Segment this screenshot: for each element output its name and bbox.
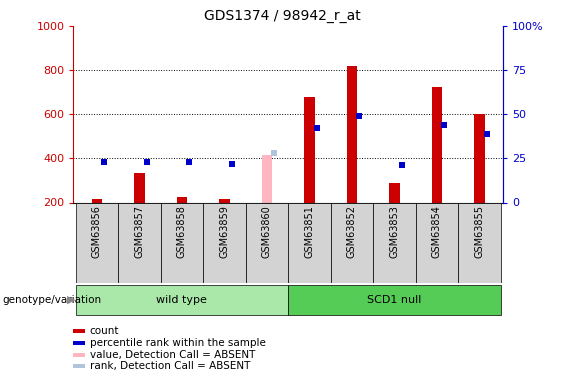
Bar <box>432 87 442 202</box>
FancyBboxPatch shape <box>373 202 416 283</box>
Text: GSM63851: GSM63851 <box>305 205 314 258</box>
Text: SCD1 null: SCD1 null <box>367 295 421 305</box>
FancyBboxPatch shape <box>118 202 160 283</box>
FancyBboxPatch shape <box>76 202 118 283</box>
Text: GSM63854: GSM63854 <box>432 205 442 258</box>
Text: GSM63857: GSM63857 <box>134 205 144 258</box>
FancyBboxPatch shape <box>203 202 246 283</box>
FancyBboxPatch shape <box>246 202 288 283</box>
Bar <box>346 66 357 203</box>
Text: rank, Detection Call = ABSENT: rank, Detection Call = ABSENT <box>90 362 250 371</box>
Text: GSM63853: GSM63853 <box>389 205 399 258</box>
FancyBboxPatch shape <box>76 285 288 315</box>
Text: percentile rank within the sample: percentile rank within the sample <box>90 338 266 348</box>
Bar <box>73 341 85 345</box>
Bar <box>176 197 187 202</box>
Bar <box>73 364 85 368</box>
FancyBboxPatch shape <box>331 202 373 283</box>
Text: GSM63859: GSM63859 <box>219 205 229 258</box>
Text: GDS1374 / 98942_r_at: GDS1374 / 98942_r_at <box>204 9 361 23</box>
Text: value, Detection Call = ABSENT: value, Detection Call = ABSENT <box>90 350 255 360</box>
Text: ▶: ▶ <box>67 295 75 305</box>
Bar <box>92 199 102 202</box>
FancyBboxPatch shape <box>416 202 458 283</box>
Bar <box>474 114 485 202</box>
Bar <box>73 329 85 333</box>
Text: wild type: wild type <box>157 295 207 305</box>
Text: GSM63858: GSM63858 <box>177 205 187 258</box>
Text: genotype/variation: genotype/variation <box>3 295 102 305</box>
FancyBboxPatch shape <box>288 285 501 315</box>
Text: count: count <box>90 326 119 336</box>
Bar <box>304 97 315 202</box>
Text: GSM63860: GSM63860 <box>262 205 272 258</box>
Text: GSM63856: GSM63856 <box>92 205 102 258</box>
Bar <box>389 183 400 203</box>
FancyBboxPatch shape <box>160 202 203 283</box>
FancyBboxPatch shape <box>288 202 331 283</box>
Bar <box>262 155 272 203</box>
Bar <box>134 173 145 202</box>
Bar <box>73 353 85 357</box>
Text: GSM63855: GSM63855 <box>475 205 484 258</box>
Bar <box>219 199 230 202</box>
FancyBboxPatch shape <box>458 202 501 283</box>
Text: GSM63852: GSM63852 <box>347 205 357 258</box>
